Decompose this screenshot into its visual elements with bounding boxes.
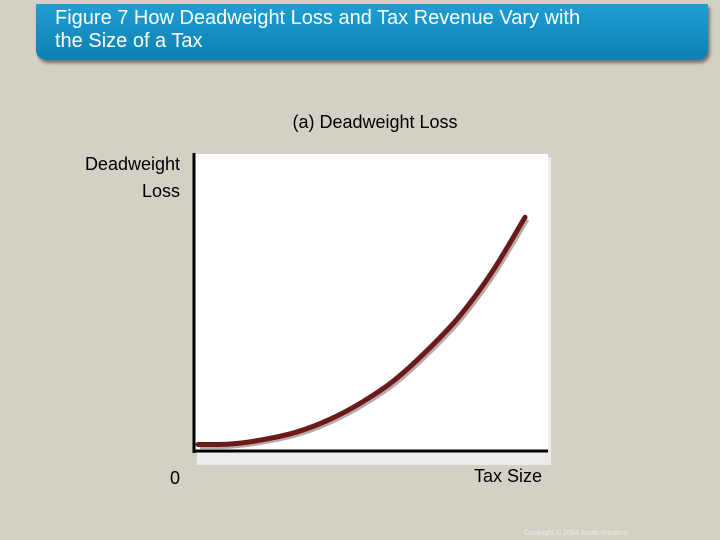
slide-title: Figure 7 How Deadweight Loss and Tax Rev… <box>55 7 581 52</box>
deadweight-loss-curve <box>195 214 528 448</box>
y-axis-label-line-2: Loss <box>142 181 180 201</box>
origin-label: 0 <box>170 468 180 488</box>
copyright-notice: Copyright © 2004 South-Western <box>524 530 628 537</box>
chart-title: (a) Deadweight Loss <box>292 112 457 132</box>
series-layer <box>195 214 530 450</box>
x-axis-label: Tax Size <box>474 466 542 486</box>
y-axis-label-line-1: Deadweight <box>85 154 180 174</box>
title-bar <box>36 4 708 60</box>
plot-area <box>194 154 548 452</box>
